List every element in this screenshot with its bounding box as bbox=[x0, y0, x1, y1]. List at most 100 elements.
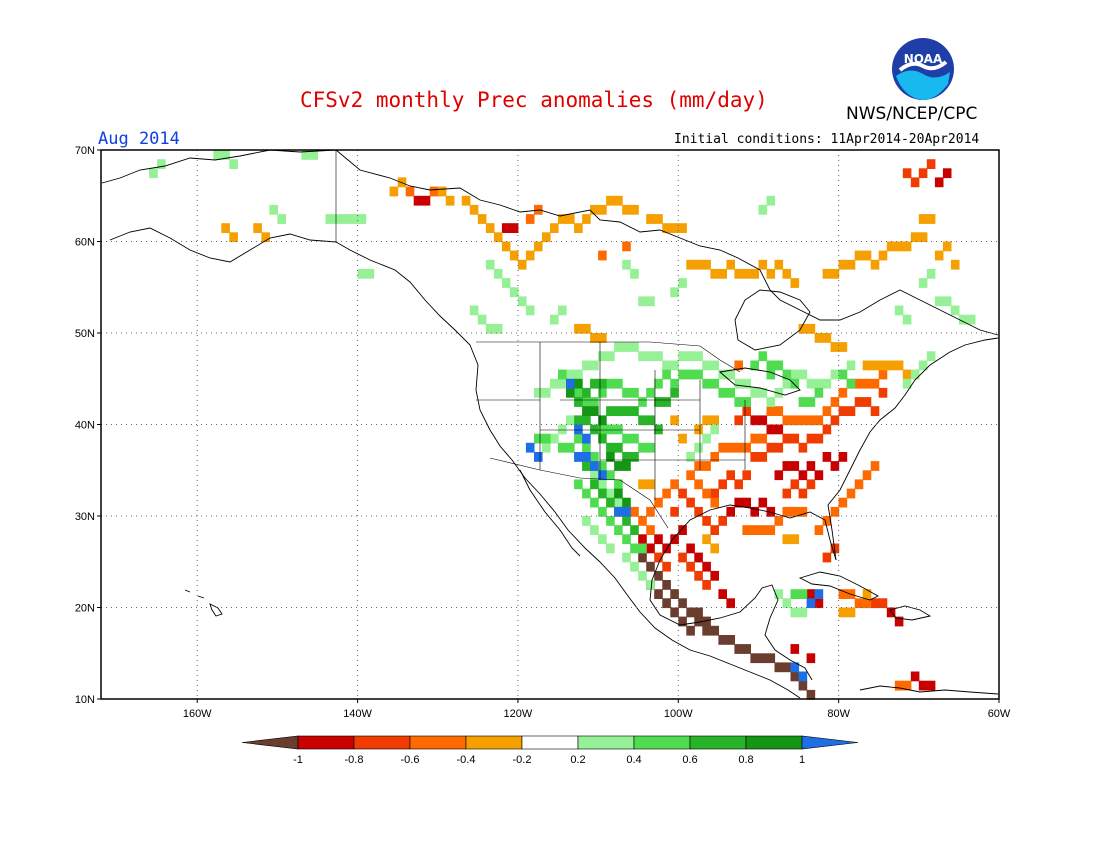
anomaly-cell bbox=[742, 470, 751, 481]
anomaly-cell bbox=[798, 506, 808, 517]
anomaly-cell bbox=[646, 415, 655, 426]
anomaly-cell bbox=[862, 250, 872, 261]
anomaly-cell bbox=[582, 488, 591, 499]
anomaly-cell bbox=[926, 268, 936, 279]
anomaly-cell bbox=[686, 497, 695, 508]
anomaly-cell bbox=[413, 195, 423, 206]
anomaly-cell bbox=[734, 268, 743, 279]
anomaly-cell bbox=[814, 387, 824, 398]
anomaly-cell bbox=[942, 241, 952, 252]
anomaly-cell bbox=[622, 552, 631, 563]
anomaly-cell bbox=[582, 442, 591, 453]
anomaly-cell bbox=[742, 378, 751, 389]
legend-swatch bbox=[689, 735, 747, 750]
anomaly-cell bbox=[742, 644, 751, 654]
anomaly-cell bbox=[878, 598, 888, 609]
anomaly-cell bbox=[710, 570, 719, 581]
anomaly-cell bbox=[598, 424, 607, 435]
anomaly-cell bbox=[958, 314, 968, 325]
anomaly-cell bbox=[766, 406, 776, 416]
anomaly-cell bbox=[894, 360, 904, 371]
anomaly-cell bbox=[702, 625, 711, 636]
anomaly-cell bbox=[598, 534, 607, 545]
anomaly-cell bbox=[966, 314, 976, 325]
anomaly-cell bbox=[614, 378, 623, 389]
anomaly-cell bbox=[702, 378, 711, 389]
anomaly-cell bbox=[582, 387, 591, 398]
anomaly-cell bbox=[838, 607, 848, 618]
anomaly-cell bbox=[630, 268, 639, 279]
anomaly-cell bbox=[421, 195, 431, 206]
anomaly-cell bbox=[678, 369, 687, 380]
border-us-canada bbox=[476, 341, 741, 373]
legend-label: -0.6 bbox=[401, 754, 420, 766]
anomaly-cell bbox=[622, 406, 631, 416]
anomaly-cell bbox=[782, 268, 792, 279]
anomaly-cell bbox=[622, 452, 631, 462]
legend-swatch bbox=[745, 735, 803, 750]
anomaly-cell bbox=[654, 214, 663, 224]
legend-label: -0.8 bbox=[345, 754, 364, 766]
anomaly-cell bbox=[694, 616, 703, 627]
anomaly-cell bbox=[662, 580, 671, 590]
anomaly-cell bbox=[606, 497, 615, 508]
anomaly-cell bbox=[558, 442, 567, 453]
anomaly-cell bbox=[606, 488, 615, 499]
anomaly-cell bbox=[918, 278, 928, 288]
anomaly-cell bbox=[477, 314, 487, 325]
legend-label: -0.2 bbox=[513, 754, 532, 766]
color-legend: -1 -0.8 -0.6 -0.4 -0.2 0.2 0.4 0.6 0.8 1 bbox=[241, 735, 859, 766]
anomaly-cell bbox=[598, 433, 607, 444]
coastline-north-america bbox=[101, 149, 999, 336]
anomaly-cell bbox=[782, 506, 792, 517]
anomaly-cell bbox=[774, 360, 784, 371]
anomaly-cell bbox=[574, 415, 583, 426]
anomaly-cell bbox=[694, 351, 703, 362]
anomaly-cell bbox=[734, 415, 743, 426]
anomaly-cell bbox=[229, 159, 238, 169]
initial-conditions: Initial conditions: 11Apr2014-20Apr2014 bbox=[674, 132, 980, 147]
anomaly-cell bbox=[918, 680, 928, 691]
anomaly-cell bbox=[630, 506, 639, 517]
anomaly-cell bbox=[654, 589, 663, 599]
anomaly-cell bbox=[782, 378, 792, 389]
anomaly-cell bbox=[606, 378, 615, 389]
lat-tick-label: 20N bbox=[75, 603, 95, 615]
anomaly-cell bbox=[213, 150, 222, 160]
anomaly-cell bbox=[726, 387, 735, 398]
anomaly-cell bbox=[397, 177, 407, 188]
anomaly-cell bbox=[678, 616, 687, 627]
anomaly-cell bbox=[662, 360, 671, 371]
anomaly-cell bbox=[782, 488, 792, 499]
anomaly-cell bbox=[838, 369, 848, 380]
anomaly-cell bbox=[894, 680, 904, 691]
noaa-logo: NOAA bbox=[892, 38, 954, 100]
anomaly-cell bbox=[542, 433, 551, 444]
anomaly-cell bbox=[686, 607, 695, 618]
anomaly-cell bbox=[606, 543, 615, 554]
anomaly-cell bbox=[878, 250, 888, 261]
anomaly-cell bbox=[710, 488, 719, 499]
anomaly-cell bbox=[702, 580, 711, 590]
anomaly-cell bbox=[798, 607, 808, 618]
anomaly-cell bbox=[437, 186, 447, 197]
anomaly-cell bbox=[630, 342, 639, 352]
anomaly-cell bbox=[718, 268, 727, 279]
anomaly-cell bbox=[534, 241, 543, 252]
anomaly-cell bbox=[670, 223, 679, 233]
anomaly-cell bbox=[646, 525, 655, 535]
anomaly-cell bbox=[670, 607, 679, 618]
anomaly-cell bbox=[798, 470, 808, 481]
anomaly-cell bbox=[590, 461, 599, 471]
anomaly-cell bbox=[942, 168, 952, 179]
anomaly-cell bbox=[630, 525, 639, 535]
anomaly-cell bbox=[638, 479, 647, 490]
anomaly-cell bbox=[277, 214, 286, 224]
anomaly-cell bbox=[830, 415, 840, 426]
anomaly-cell bbox=[798, 488, 808, 499]
anomaly-cell bbox=[574, 452, 583, 462]
anomaly-cell bbox=[622, 241, 631, 252]
anomaly-cell bbox=[678, 488, 687, 499]
anomaly-cell bbox=[678, 525, 687, 535]
anomaly-cell bbox=[862, 378, 872, 389]
